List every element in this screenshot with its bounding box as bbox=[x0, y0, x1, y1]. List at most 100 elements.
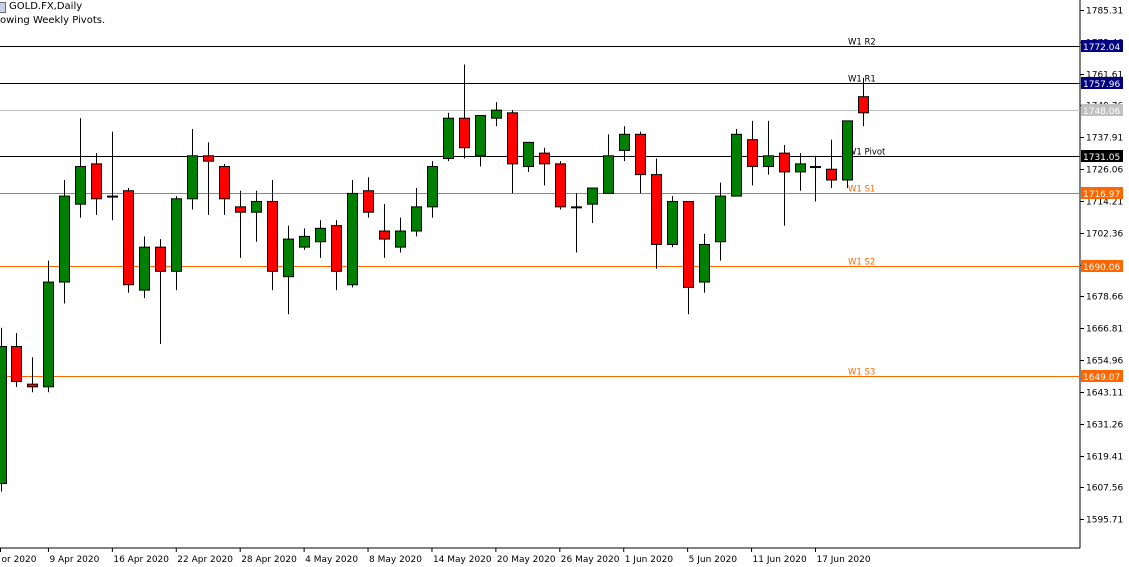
chart-title: GOLD.FX,Daily bbox=[9, 1, 83, 12]
bull-candle-body[interactable] bbox=[763, 155, 774, 168]
pivot-price-label-box bbox=[1081, 77, 1123, 89]
bull-candle-body[interactable] bbox=[395, 230, 406, 248]
bull-candle-body[interactable] bbox=[731, 133, 742, 197]
bull-candle-body[interactable] bbox=[810, 166, 821, 169]
bear-candle-body[interactable] bbox=[507, 112, 518, 165]
bear-candle-body[interactable] bbox=[363, 190, 374, 213]
price-tick-label: 1714.21 bbox=[1086, 198, 1123, 208]
bear-candle-body[interactable] bbox=[683, 200, 694, 288]
bear-candle-body[interactable] bbox=[379, 230, 390, 240]
bear-candle-body[interactable] bbox=[826, 168, 837, 181]
price-tick-label: 1702.36 bbox=[1086, 230, 1123, 240]
bear-candle-body[interactable] bbox=[459, 117, 470, 149]
bull-candle-body[interactable] bbox=[139, 246, 150, 291]
pivot-price-label: 1649.07 bbox=[1083, 373, 1120, 383]
time-tick-label: 22 Apr 2020 bbox=[177, 555, 233, 565]
pivot-price-label: 1772.04 bbox=[1083, 43, 1120, 53]
pivot-name-label: W1 R2 bbox=[848, 38, 876, 48]
pivot-price-label-box bbox=[1081, 150, 1123, 162]
current-price-label-box bbox=[1081, 104, 1123, 116]
time-tick-label: 26 May 2020 bbox=[561, 555, 620, 565]
time-tick-label: or 2020 bbox=[2, 555, 37, 565]
price-tick-label: 1631.26 bbox=[1086, 421, 1123, 431]
time-tick-label: 4 May 2020 bbox=[305, 555, 358, 565]
bear-candle-body[interactable] bbox=[219, 166, 230, 200]
bull-candle-body[interactable] bbox=[842, 120, 853, 181]
pivot-name-label: W1 Pivot bbox=[848, 148, 886, 158]
pivot-price-label: 1690.06 bbox=[1083, 263, 1120, 273]
symbol-icon bbox=[0, 2, 6, 13]
time-tick-label: 9 Apr 2020 bbox=[49, 555, 99, 565]
pivot-price-label: 1757.96 bbox=[1083, 80, 1120, 90]
bull-candle-body[interactable] bbox=[443, 117, 454, 159]
bull-candle-body[interactable] bbox=[0, 346, 7, 485]
bull-candle-body[interactable] bbox=[427, 166, 438, 208]
bear-candle-body[interactable] bbox=[155, 246, 166, 272]
bear-candle-body[interactable] bbox=[123, 190, 134, 286]
time-tick-label: 14 May 2020 bbox=[433, 555, 492, 565]
time-tick-label: 20 May 2020 bbox=[497, 555, 556, 565]
bull-candle-body[interactable] bbox=[315, 227, 326, 243]
time-tick-label: 28 Apr 2020 bbox=[241, 555, 297, 565]
bull-candle-body[interactable] bbox=[571, 206, 582, 209]
bear-candle-body[interactable] bbox=[267, 200, 278, 272]
bear-candle-body[interactable] bbox=[11, 346, 22, 382]
pivot-price-label: 1716.97 bbox=[1083, 190, 1120, 200]
bull-candle-body[interactable] bbox=[187, 155, 198, 200]
pivot-price-label-box bbox=[1081, 40, 1123, 52]
price-tick-label: 1666.81 bbox=[1086, 325, 1123, 335]
pivot-price-label-box bbox=[1081, 260, 1123, 272]
price-tick-label: 1678.66 bbox=[1086, 293, 1123, 303]
bull-candle-body[interactable] bbox=[715, 195, 726, 243]
bull-candle-body[interactable] bbox=[491, 109, 502, 119]
time-tick-label: 5 Jun 2020 bbox=[689, 555, 738, 565]
pivot-price-label-box bbox=[1081, 187, 1123, 199]
bear-candle-body[interactable] bbox=[235, 206, 246, 213]
bull-candle-body[interactable] bbox=[59, 195, 70, 283]
bull-candle-body[interactable] bbox=[283, 238, 294, 278]
bull-candle-body[interactable] bbox=[171, 198, 182, 272]
bull-candle-body[interactable] bbox=[795, 163, 806, 173]
bear-candle-body[interactable] bbox=[539, 152, 550, 165]
bull-candle-body[interactable] bbox=[667, 200, 678, 245]
bull-candle-body[interactable] bbox=[347, 192, 358, 286]
bear-candle-body[interactable] bbox=[203, 155, 214, 162]
bull-candle-body[interactable] bbox=[75, 166, 86, 205]
pivot-name-label: W1 S2 bbox=[848, 258, 875, 268]
bull-candle-body[interactable] bbox=[43, 281, 54, 388]
pivot-price-label: 1731.05 bbox=[1083, 153, 1120, 163]
bull-candle-body[interactable] bbox=[587, 187, 598, 205]
bear-candle-body[interactable] bbox=[651, 174, 662, 245]
bull-candle-body[interactable] bbox=[523, 141, 534, 168]
price-tick-label: 1595.71 bbox=[1086, 516, 1123, 526]
indicator-caption: owing Weekly Pivots. bbox=[0, 15, 106, 26]
pivot-name-label: W1 S3 bbox=[848, 368, 875, 378]
bull-candle-body[interactable] bbox=[251, 200, 262, 213]
bull-candle-body[interactable] bbox=[603, 155, 614, 194]
time-tick-label: 1 Jun 2020 bbox=[625, 555, 674, 565]
bear-candle-body[interactable] bbox=[635, 133, 646, 176]
price-tick-label: 1619.41 bbox=[1086, 453, 1123, 463]
bear-candle-body[interactable] bbox=[747, 139, 758, 168]
pivot-name-label: W1 S1 bbox=[848, 185, 875, 195]
price-tick-label: 1607.56 bbox=[1086, 484, 1123, 494]
bull-candle-body[interactable] bbox=[475, 115, 486, 157]
bear-candle-body[interactable] bbox=[91, 163, 102, 200]
bull-candle-body[interactable] bbox=[299, 235, 310, 248]
bull-candle-body[interactable] bbox=[107, 195, 118, 198]
price-tick-label: 1726.06 bbox=[1086, 166, 1123, 176]
time-tick-label: 17 Jun 2020 bbox=[816, 555, 870, 565]
bear-candle-body[interactable] bbox=[27, 383, 38, 388]
price-tick-label: 1654.96 bbox=[1086, 357, 1123, 367]
bull-candle-body[interactable] bbox=[411, 206, 422, 232]
bear-candle-body[interactable] bbox=[858, 96, 869, 114]
bear-candle-body[interactable] bbox=[779, 152, 790, 173]
bear-candle-body[interactable] bbox=[555, 163, 566, 208]
bull-candle-body[interactable] bbox=[619, 133, 630, 151]
price-tick-label: 1761.61 bbox=[1086, 71, 1123, 81]
price-tick-label: 1737.91 bbox=[1086, 134, 1123, 144]
bear-candle-body[interactable] bbox=[331, 225, 342, 272]
bull-candle-body[interactable] bbox=[699, 243, 710, 283]
